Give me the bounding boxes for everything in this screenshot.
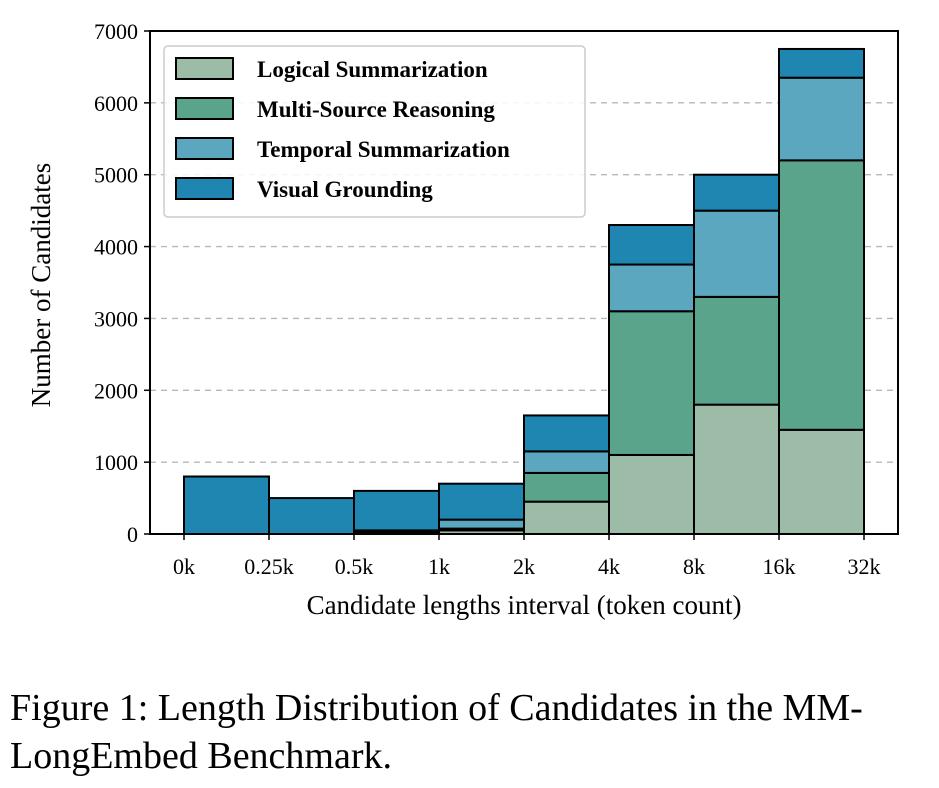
- y-tick-label: 7000: [94, 19, 138, 44]
- x-tick-label: 0.5k: [335, 554, 374, 579]
- x-axis-label: Candidate lengths interval (token count): [307, 590, 742, 620]
- bar-segment: [778, 428, 865, 535]
- y-tick-label: 0: [127, 522, 138, 547]
- bar-segment: [693, 295, 780, 406]
- bar-segment: [778, 76, 865, 162]
- y-tick-label: 5000: [94, 163, 138, 188]
- y-tick-label: 2000: [94, 378, 138, 403]
- legend-swatch: [175, 57, 234, 80]
- bar-segment: [608, 453, 695, 536]
- y-tick-label: 6000: [94, 91, 138, 116]
- bar-segment: [523, 500, 610, 535]
- y-tick-label: 4000: [94, 235, 138, 260]
- bar-segment: [693, 403, 780, 535]
- x-tick-label: 2k: [513, 554, 535, 579]
- bar-segment: [438, 482, 525, 521]
- x-tick-label: 8k: [683, 554, 705, 579]
- legend-swatch: [175, 177, 234, 200]
- bar-segment: [523, 450, 610, 474]
- bars: [183, 47, 865, 536]
- x-tick-label: 4k: [598, 554, 620, 579]
- figure-caption: Figure 1: Length Distribution of Candida…: [10, 687, 863, 777]
- bar-segment: [353, 489, 440, 532]
- bar-segment: [268, 497, 355, 536]
- bar-segment: [608, 224, 695, 266]
- legend-label: Visual Grounding: [257, 177, 433, 202]
- bar-segment: [438, 518, 525, 530]
- bar-segment: [778, 159, 865, 431]
- y-tick-label: 1000: [94, 450, 138, 475]
- axis-ticks: 0 1000 2000 3000 4000 5000 6000 7000 0k 0.25k 0.5k…: [94, 19, 881, 579]
- bar-segment: [523, 471, 610, 503]
- legend: Logical Summarization Multi-Source Reason…: [163, 45, 586, 218]
- y-tick-label: 3000: [94, 306, 138, 331]
- x-tick-label: 16k: [763, 554, 796, 579]
- x-tick-label: 0k: [173, 554, 195, 579]
- stacked-bar-chart: 0 1000 2000 3000 4000 5000 6000 7000 0k 0.25k 0.5k…: [26, 19, 899, 620]
- bar-segment: [693, 209, 780, 298]
- legend-box: [163, 45, 586, 218]
- x-tick-label: 1k: [428, 554, 450, 579]
- legend-label: Temporal Summarization: [257, 137, 510, 162]
- y-axis-label: Number of Candidates: [26, 163, 56, 407]
- bar-segment: [778, 47, 865, 79]
- legend-swatch: [175, 97, 234, 120]
- bar-segment: [693, 173, 780, 212]
- legend-swatch: [175, 137, 234, 160]
- x-tick-label: 32k: [848, 554, 881, 579]
- bar-segment: [523, 414, 610, 453]
- bar-segment: [183, 475, 270, 535]
- bar-segment: [608, 263, 695, 313]
- legend-label: Multi-Source Reasoning: [257, 97, 495, 122]
- bar-segment: [608, 310, 695, 456]
- legend-label: Logical Summarization: [257, 57, 488, 82]
- x-tick-label: 0.25k: [244, 554, 294, 579]
